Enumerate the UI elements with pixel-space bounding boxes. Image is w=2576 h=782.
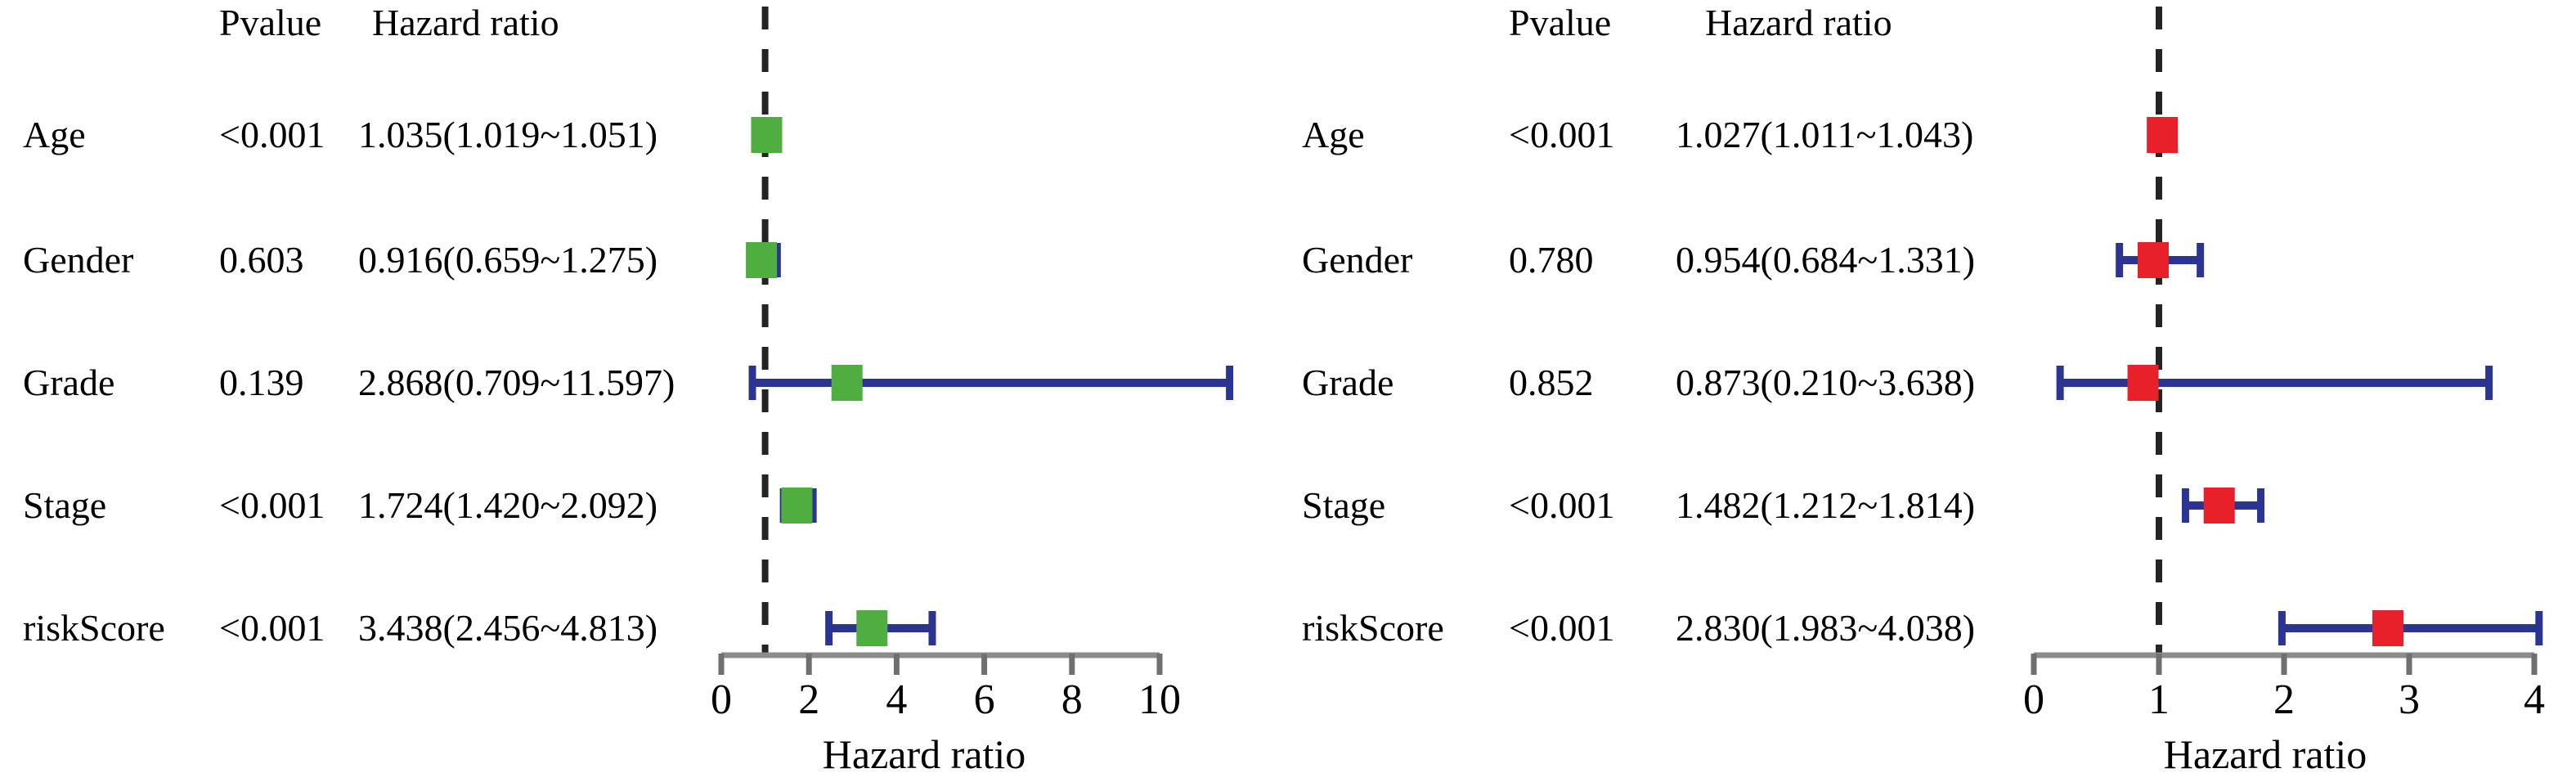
row-label: Age [23,114,86,155]
x-axis-tick-label: 0 [711,676,732,723]
x-axis-tick-label: 3 [2399,676,2420,723]
column-header-pvalue: Pvalue [219,2,322,43]
x-axis-tick-label: 6 [974,676,995,723]
column-header-hazard-ratio: Hazard ratio [1705,2,1892,43]
pvalue-value: <0.001 [219,607,325,649]
hazard-ratio-ci-text: 3.438(2.456~4.813) [358,607,658,649]
hazard-ratio-marker [2147,117,2179,153]
row-label: Gender [1302,239,1413,281]
hazard-ratio-marker [2372,610,2403,646]
x-axis-tick-label: 10 [1138,676,1181,723]
hazard-ratio-ci-text: 2.868(0.709~11.597) [358,362,675,403]
pvalue-value: 0.603 [219,239,304,281]
pvalue-value: 0.780 [1509,239,1594,281]
x-axis-title: Hazard ratio [2163,731,2367,777]
x-axis-tick-label: 0 [2023,676,2044,723]
row-label: Stage [23,484,107,526]
pvalue-value: <0.001 [219,114,325,155]
hazard-ratio-marker [2203,488,2235,524]
hazard-ratio-ci-text: 1.035(1.019~1.051) [358,114,658,155]
hazard-ratio-ci-text: 0.916(0.659~1.275) [358,239,658,281]
row-label: Grade [1302,362,1394,403]
pvalue-value: 0.139 [219,362,304,403]
hazard-ratio-ci-text: 1.724(1.420~2.092) [358,484,658,526]
pvalue-value: <0.001 [1509,114,1615,155]
x-axis-tick-label: 2 [2273,676,2295,723]
hazard-ratio-ci-text: 2.830(1.983~4.038) [1676,607,1976,649]
hazard-ratio-marker [781,488,813,524]
row-label: riskScore [23,607,165,649]
hazard-ratio-marker [2127,365,2159,401]
x-axis-tick-label: 8 [1061,676,1083,723]
x-axis-tick-label: 2 [798,676,819,723]
x-axis-tick-label: 4 [886,676,907,723]
column-header-pvalue: Pvalue [1509,2,1612,43]
hazard-ratio-marker [856,610,888,646]
row-label: Grade [23,362,115,403]
hazard-ratio-marker [831,365,863,401]
x-axis-tick-label: 4 [2524,676,2545,723]
x-axis-title: Hazard ratio [822,731,1026,777]
hazard-ratio-ci-text: 0.873(0.210~3.638) [1676,362,1976,403]
pvalue-value: 0.852 [1509,362,1594,403]
hazard-ratio-marker [751,117,783,153]
pvalue-value: <0.001 [1509,607,1615,649]
hazard-ratio-marker [746,242,778,278]
hazard-ratio-ci-text: 1.027(1.011~1.043) [1676,114,1974,155]
row-label: riskScore [1302,607,1444,649]
row-label: Age [1302,114,1365,155]
row-label: Gender [23,239,134,281]
hazard-ratio-ci-text: 1.482(1.212~1.814) [1676,484,1976,526]
x-axis-tick-label: 1 [2148,676,2170,723]
hazard-ratio-marker [2137,242,2169,278]
hazard-ratio-ci-text: 0.954(0.684~1.331) [1676,239,1976,281]
pvalue-value: <0.001 [1509,484,1615,526]
column-header-hazard-ratio: Hazard ratio [372,2,559,43]
pvalue-value: <0.001 [219,484,325,526]
row-label: Stage [1302,484,1386,526]
